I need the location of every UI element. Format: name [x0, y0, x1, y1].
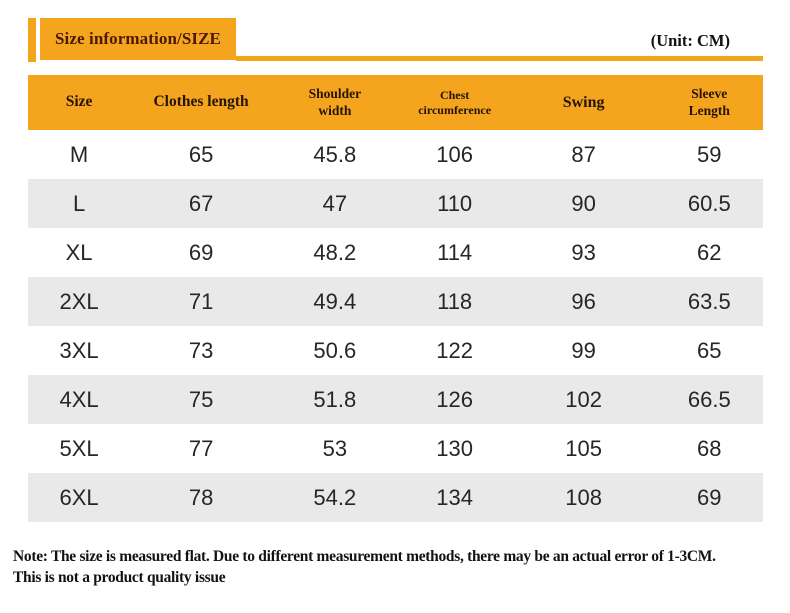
shoulder-width-cell: 47: [322, 190, 348, 216]
column-header-size: Size: [65, 93, 93, 111]
shoulder-width-cell: 48.2: [313, 239, 357, 265]
table-row: L 67 47 110 90 60.5: [28, 179, 763, 228]
chest-circumference-cell: 114: [437, 239, 473, 265]
table-row: XL 69 48.2 114 93 62: [28, 228, 763, 277]
chest-circumference-cell: 106: [436, 141, 473, 167]
size-info-badge: Size information/SIZE: [40, 18, 236, 60]
size-table: Size Clothes length Shoulder width Chest…: [28, 75, 763, 522]
shoulder-width-cell: 49.4: [313, 288, 357, 314]
sleeve-length-cell: 60.5: [687, 190, 731, 216]
shoulder-width-cell: 50.6: [313, 337, 357, 363]
sleeve-length-cell: 66.5: [687, 386, 731, 412]
column-header-shoulder-width: Shoulder width: [308, 86, 362, 118]
swing-cell: 93: [571, 239, 596, 265]
swing-cell: 99: [571, 337, 596, 363]
table-row: 6XL 78 54.2 134 108 69: [28, 473, 763, 522]
shoulder-width-cell: 53: [322, 435, 348, 461]
clothes-length-cell: 65: [188, 141, 214, 167]
size-cell: 6XL: [59, 484, 99, 510]
table-row: 2XL 71 49.4 118 96 63.5: [28, 277, 763, 326]
table-row: 4XL 75 51.8 126 102 66.5: [28, 375, 763, 424]
column-header-swing: Swing: [562, 93, 605, 111]
sleeve-length-cell: 62: [697, 239, 722, 265]
column-header-clothes-length: Clothes length: [153, 93, 249, 111]
shoulder-width-cell: 51.8: [313, 386, 357, 412]
sleeve-length-cell: 63.5: [687, 288, 731, 314]
chest-circumference-cell: 126: [436, 386, 473, 412]
sleeve-length-cell: 65: [697, 337, 722, 363]
table-row: 5XL 77 53 130 105 68: [28, 424, 763, 473]
clothes-length-cell: 73: [188, 337, 214, 363]
unit-label: (Unit: CM): [650, 31, 730, 50]
size-cell: 4XL: [59, 386, 99, 412]
badge-accent-bar: [28, 18, 36, 62]
size-cell: 3XL: [59, 337, 99, 363]
swing-cell: 90: [571, 190, 596, 216]
clothes-length-cell: 78: [188, 484, 214, 510]
swing-cell: 108: [565, 484, 602, 510]
chest-circumference-cell: 110: [437, 190, 473, 216]
badge-label: Size information/SIZE: [55, 29, 221, 48]
table-row: M 65 45.8 106 87 59: [28, 130, 763, 179]
swing-cell: 87: [571, 141, 596, 167]
chest-circumference-cell: 130: [436, 435, 473, 461]
column-header-sleeve-length: Sleeve Length: [688, 86, 730, 118]
chest-circumference-cell: 134: [436, 484, 473, 510]
chest-circumference-cell: 118: [437, 288, 473, 314]
size-cell: 2XL: [59, 288, 99, 314]
sleeve-length-cell: 59: [697, 141, 722, 167]
clothes-length-cell: 77: [188, 435, 214, 461]
size-cell: L: [72, 190, 86, 216]
size-cell: 5XL: [59, 435, 99, 461]
clothes-length-cell: 67: [188, 190, 214, 216]
table-body: M 65 45.8 106 87 59 L 67 47 110 90 60.5 …: [28, 130, 763, 522]
swing-cell: 105: [565, 435, 602, 461]
clothes-length-cell: 69: [188, 239, 214, 265]
header-rule-divider: [236, 56, 763, 61]
note-text: Note: The size is measured flat. Due to …: [13, 548, 716, 586]
table-row: 3XL 73 50.6 122 99 65: [28, 326, 763, 375]
size-cell: XL: [65, 239, 93, 265]
chest-circumference-cell: 122: [436, 337, 473, 363]
table-header-row: Size Clothes length Shoulder width Chest…: [28, 75, 763, 130]
clothes-length-cell: 71: [188, 288, 214, 314]
size-cell: M: [69, 141, 89, 167]
column-header-chest-circumference: Chest circumference: [418, 88, 492, 117]
swing-cell: 96: [571, 288, 596, 314]
sleeve-length-cell: 68: [697, 435, 722, 461]
swing-cell: 102: [565, 386, 602, 412]
shoulder-width-cell: 45.8: [313, 141, 357, 167]
clothes-length-cell: 75: [188, 386, 214, 412]
sleeve-length-cell: 69: [697, 484, 722, 510]
shoulder-width-cell: 54.2: [313, 484, 357, 510]
